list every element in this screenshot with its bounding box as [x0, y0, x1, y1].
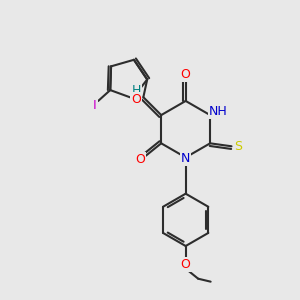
Text: O: O — [131, 93, 141, 106]
Text: NH: NH — [209, 105, 228, 118]
Text: O: O — [136, 153, 145, 166]
Text: S: S — [234, 140, 242, 153]
Text: I: I — [93, 99, 97, 112]
Text: O: O — [181, 258, 190, 271]
Text: O: O — [181, 68, 190, 81]
Text: N: N — [181, 152, 190, 165]
Text: H: H — [132, 84, 142, 97]
